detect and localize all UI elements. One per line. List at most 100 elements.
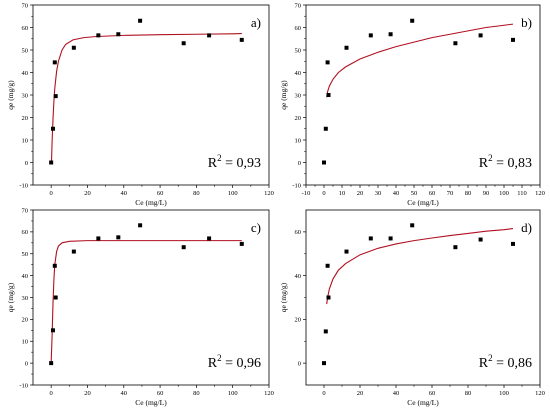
fit-curve bbox=[50, 240, 242, 364]
data-point bbox=[410, 18, 415, 23]
y-tick-label: 70 bbox=[295, 2, 302, 9]
y-tick-label: 10 bbox=[295, 137, 302, 144]
data-point bbox=[138, 18, 143, 23]
data-point bbox=[478, 237, 483, 242]
data-point bbox=[453, 41, 458, 46]
data-point bbox=[207, 33, 212, 38]
x-tick-label: 10 bbox=[339, 190, 346, 197]
x-tick-label: 60 bbox=[157, 390, 164, 397]
chart-panel-c: 0 20 40 60 80 100 120 -10 0 10 20 30 40 50 60 70 Ce (mg/… bbox=[6, 207, 274, 407]
data-point bbox=[116, 235, 121, 240]
y-tick-label: 70 bbox=[22, 2, 29, 9]
data-point bbox=[116, 32, 121, 37]
panel-label: c) bbox=[251, 220, 261, 235]
x-tick-label: 80 bbox=[193, 190, 200, 197]
x-tick-label: 60 bbox=[429, 190, 436, 197]
data-point bbox=[322, 160, 326, 165]
x-tick-label: 90 bbox=[483, 190, 490, 197]
x-tick-label: 120 bbox=[535, 190, 545, 197]
data-point bbox=[52, 60, 57, 65]
x-tick-label: 120 bbox=[535, 390, 545, 397]
x-tick-label: 0 bbox=[50, 190, 53, 197]
data-point bbox=[410, 223, 415, 228]
x-tick-label: 100 bbox=[499, 190, 509, 197]
r-squared-label: R2 = 0,83 bbox=[479, 153, 532, 171]
data-point bbox=[325, 263, 330, 268]
x-tick-label: 30 bbox=[375, 190, 382, 197]
data-point bbox=[71, 249, 76, 254]
x-tick-label: 100 bbox=[228, 390, 238, 397]
x-tick-label: 100 bbox=[499, 390, 509, 397]
x-tick-label: 70 bbox=[447, 190, 454, 197]
y-axis-label: qe (mg/g) bbox=[6, 80, 15, 110]
data-point bbox=[388, 32, 393, 37]
fit-curve bbox=[326, 23, 514, 98]
data-point bbox=[181, 245, 186, 250]
panel-label: a) bbox=[251, 15, 261, 30]
chart-panel-b: -10 0 10 20 30 40 50 60 70 80 90 100 110 120 -10 0 10 20 3… bbox=[279, 2, 545, 207]
x-tick-label: 40 bbox=[393, 190, 400, 197]
y-tick-label: 40 bbox=[22, 273, 29, 280]
y-tick-label: 30 bbox=[22, 295, 29, 302]
x-tick-label: 60 bbox=[157, 190, 164, 197]
data-point bbox=[53, 295, 58, 300]
y-tick-label: -10 bbox=[19, 182, 28, 189]
data-point bbox=[49, 160, 54, 165]
y-tick-label: 60 bbox=[22, 25, 29, 32]
data-point bbox=[52, 263, 57, 268]
y-tick-label: 60 bbox=[22, 229, 29, 236]
x-tick-label: 0 bbox=[322, 190, 325, 197]
y-tick-label: 20 bbox=[295, 317, 302, 324]
x-tick-label: 60 bbox=[429, 390, 436, 397]
data-point bbox=[325, 60, 330, 65]
r-squared-label: R2 = 0,93 bbox=[208, 153, 261, 171]
x-tick-label: 40 bbox=[121, 190, 128, 197]
data-point bbox=[239, 37, 244, 42]
panel-label: d) bbox=[521, 220, 532, 235]
x-tick-label: 120 bbox=[264, 390, 274, 397]
data-point bbox=[322, 361, 326, 366]
data-point bbox=[96, 33, 101, 38]
x-tick-label: 80 bbox=[465, 190, 472, 197]
data-point bbox=[368, 33, 373, 38]
data-point bbox=[50, 126, 55, 131]
data-point bbox=[478, 33, 483, 38]
fit-curve bbox=[50, 33, 242, 163]
data-point bbox=[368, 236, 373, 241]
y-tick-label: -10 bbox=[19, 382, 28, 389]
y-tick-label: 40 bbox=[22, 70, 29, 77]
y-axis-label: qe (mg/g) bbox=[6, 282, 15, 312]
data-point bbox=[207, 236, 212, 241]
x-axis-label: Ce (mg/L) bbox=[407, 398, 439, 407]
data-point bbox=[239, 241, 244, 246]
y-tick-label: 50 bbox=[22, 251, 29, 258]
data-point bbox=[326, 93, 331, 97]
data-point bbox=[511, 241, 515, 246]
y-tick-label: 60 bbox=[295, 25, 302, 32]
chart-panel-a: 0 20 40 60 80 100 120 -10 0 10 20 30 40 50 60 70 Ce (mg/… bbox=[6, 2, 274, 207]
y-tick-label: 0 bbox=[25, 360, 28, 367]
data-point bbox=[511, 37, 515, 42]
data-point bbox=[323, 329, 328, 334]
data-point bbox=[344, 249, 349, 254]
x-axis-label: Ce (mg/L) bbox=[407, 198, 439, 207]
y-tick-label: 20 bbox=[22, 115, 29, 122]
data-point bbox=[96, 236, 101, 241]
data-point bbox=[453, 245, 458, 250]
x-tick-label: 20 bbox=[357, 190, 364, 197]
data-point bbox=[181, 41, 186, 46]
x-tick-label: 120 bbox=[264, 190, 274, 197]
data-point bbox=[344, 45, 349, 50]
y-tick-label: 70 bbox=[22, 207, 29, 214]
x-tick-label: 20 bbox=[357, 390, 364, 397]
x-tick-label: 20 bbox=[84, 390, 91, 397]
x-tick-label: 40 bbox=[393, 390, 400, 397]
data-point bbox=[388, 236, 393, 241]
data-point bbox=[53, 94, 58, 99]
x-tick-label: 50 bbox=[411, 190, 418, 197]
x-tick-label: 80 bbox=[193, 390, 200, 397]
data-point bbox=[71, 45, 76, 50]
y-tick-label: -10 bbox=[292, 182, 301, 189]
x-tick-label: -10 bbox=[302, 190, 311, 197]
